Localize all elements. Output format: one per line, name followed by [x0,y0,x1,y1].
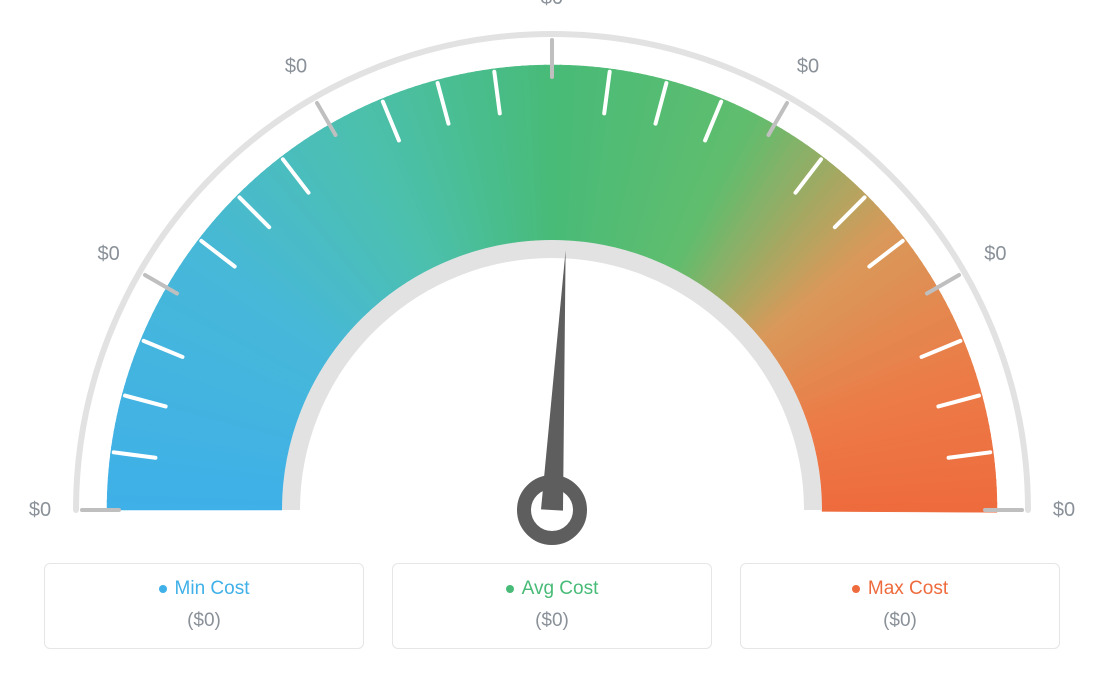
tick-label: $0 [29,499,51,521]
tick-label: $0 [797,56,819,78]
legend-label-min: Min Cost [159,578,250,600]
legend-box-min: Min Cost ($0) [44,563,364,649]
legend-value-max: ($0) [751,610,1049,632]
tick-label: $0 [97,243,119,265]
legend-row: Min Cost ($0) Avg Cost ($0) Max Cost ($0… [0,555,1104,649]
gauge-needle [541,250,566,510]
legend-box-max: Max Cost ($0) [740,563,1060,649]
gauge-chart: $0 $0 $0 $0 $0 $0 $0 [0,0,1104,555]
legend-value-avg: ($0) [403,610,701,632]
legend-value-min: ($0) [55,610,353,632]
tick-label: $0 [285,56,307,78]
gauge-svg: $0 $0 $0 $0 $0 $0 $0 [0,0,1104,555]
tick-label: $0 [1053,499,1075,521]
tick-label: $0 [541,0,563,9]
legend-label-max: Max Cost [852,578,948,600]
tick-label: $0 [984,243,1006,265]
legend-box-avg: Avg Cost ($0) [392,563,712,649]
legend-label-avg: Avg Cost [506,578,599,600]
